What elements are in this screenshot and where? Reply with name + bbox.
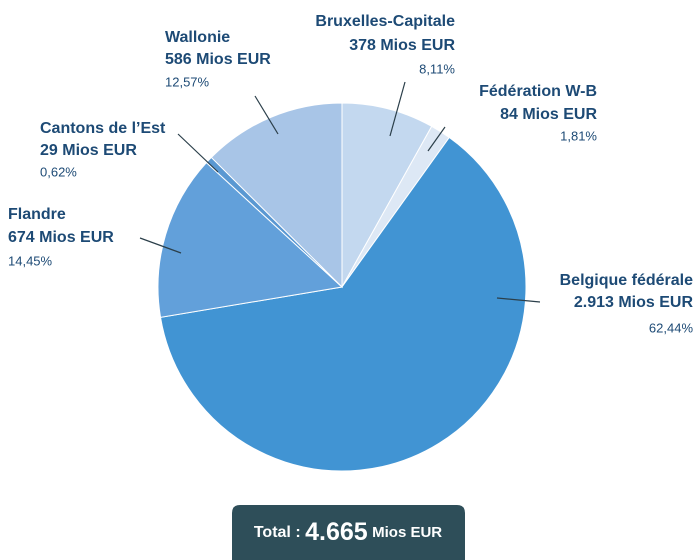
total-unit: Mios EUR [372,524,442,541]
slice-percent: 1,81% [560,128,597,143]
slice-name: Flandre [8,206,66,223]
slice-value: 84 Mios EUR [500,106,597,123]
slice-name: Wallonie [165,29,230,46]
pie-slice [341,102,433,289]
slice-percent: 12,57% [165,74,210,89]
leader-line [427,126,446,152]
total-box [232,505,465,560]
leader-line [139,237,182,254]
leader-line [254,95,279,135]
slice-value: 29 Mios EUR [40,142,137,159]
slice-name: Bruxelles-Capitale [315,13,455,30]
leader-line [177,133,219,173]
total-value: 4.665 [305,518,368,546]
slice-percent: 8,11% [419,61,455,76]
pie-slice [159,136,527,472]
slice-name: Cantons de l’Est [40,120,166,137]
slice-value: 586 Mios EUR [165,51,271,68]
slice-value: 378 Mios EUR [349,37,455,54]
slice-name: Belgique fédérale [560,272,693,289]
slice-value: 2.913 Mios EUR [574,294,694,311]
total-prefix: Total : [254,524,301,541]
slice-name: Fédération W-B [479,83,597,100]
total-text: Total : 4.665 Mios EUR [254,518,442,546]
pie-slice [157,161,344,318]
leader-line [496,297,541,303]
pie-slice [210,102,343,289]
leader-line [389,81,406,137]
slice-value: 674 Mios EUR [8,229,114,246]
slice-percent: 14,45% [8,253,53,268]
slice-percent: 62,44% [649,320,694,335]
slice-percent: 0,62% [40,164,77,179]
